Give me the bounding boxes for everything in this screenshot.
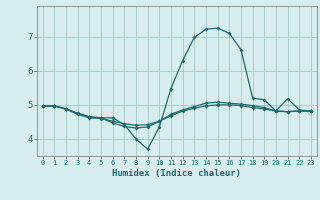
- X-axis label: Humidex (Indice chaleur): Humidex (Indice chaleur): [112, 169, 241, 178]
